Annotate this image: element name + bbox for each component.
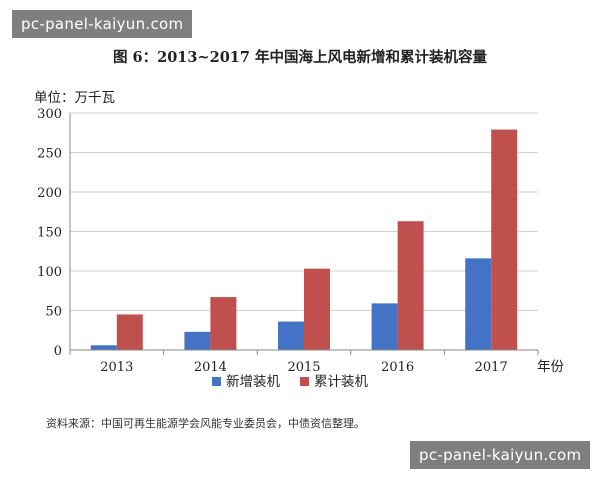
watermark-bottom: pc-panel-kaiyun.com (410, 441, 591, 469)
y-tick-label: 100 (37, 265, 62, 280)
y-tick-label: 50 (45, 305, 62, 320)
bar-cumulative-2014 (210, 297, 237, 350)
bar-cumulative-2013 (116, 314, 143, 350)
watermark-top: pc-panel-kaiyun.com (12, 10, 193, 38)
y-axis-unit-label: 单位：万千瓦 (34, 90, 115, 106)
legend-swatch-new (212, 377, 221, 386)
chart-title: 图 6：2013~2017 年中国海上风电新增和累计装机容量 (112, 49, 488, 66)
x-tick-labels: 2013 2014 2015 2016 2017 年份 (100, 359, 564, 375)
x-axis-label: 年份 (537, 359, 565, 375)
bar-cumulative-2015 (304, 268, 330, 350)
legend-label-cumulative: 累计装机 (314, 374, 368, 390)
bars (90, 129, 518, 350)
bar-new-2017 (465, 258, 492, 350)
y-tick-label: 0 (54, 344, 62, 359)
legend-swatch-cumulative (300, 377, 309, 386)
bar-new-2015 (278, 321, 304, 350)
source-note: 资料来源：中国可再生能源学会风能专业委员会，中债资信整理。 (46, 417, 365, 430)
bar-new-2016 (371, 303, 398, 350)
legend: 新增装机 累计装机 (212, 374, 368, 390)
x-tick-label: 2016 (381, 360, 414, 375)
axes (69, 113, 539, 355)
y-tick-label: 150 (37, 226, 62, 241)
x-tick-label: 2014 (194, 360, 227, 375)
y-tick-labels: 0 50 100 150 200 250 300 (37, 107, 62, 359)
x-tick-label: 2017 (475, 360, 508, 375)
legend-label-new: 新增装机 (226, 374, 280, 390)
x-tick-label: 2015 (287, 360, 320, 375)
y-tick-label: 250 (37, 147, 62, 162)
bar-cumulative-2017 (491, 129, 518, 350)
y-tick-label: 200 (37, 186, 62, 201)
bar-new-2013 (90, 345, 117, 350)
x-tick-label: 2013 (100, 360, 133, 375)
y-tick-label: 300 (37, 107, 62, 122)
bar-new-2014 (184, 331, 211, 350)
bar-cumulative-2016 (397, 221, 424, 350)
